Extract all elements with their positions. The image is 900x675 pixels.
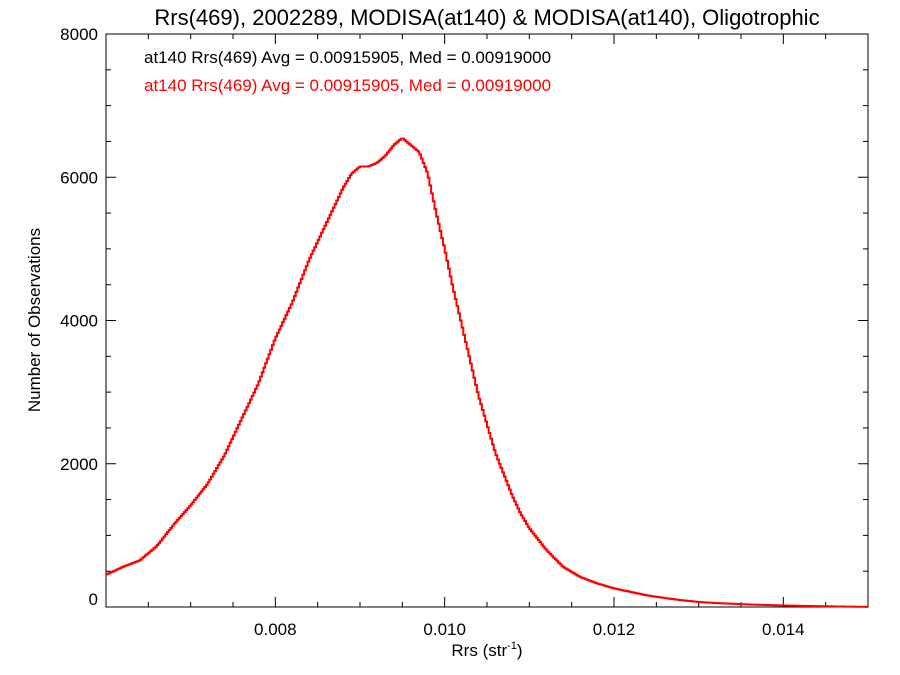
y-tick-label: 6000: [60, 168, 98, 187]
y-tick-label: 0: [89, 590, 98, 609]
y-tick-label: 8000: [60, 25, 98, 44]
x-axis-label: Rrs (str-1): [451, 640, 522, 660]
x-tick-label: 0.012: [593, 620, 636, 639]
ticks-layer: 0.008 0.010 0.012 0.014 0 2000 4000 6000 8000: [60, 25, 869, 639]
x-tick-label: 0.014: [762, 620, 805, 639]
x-tick-label: 0.008: [254, 620, 297, 639]
plot-frame: [105, 33, 869, 608]
series-line-rrs469: [106, 137, 868, 608]
chart-title: Rrs(469), 2002289, MODISA(at140) & MODIS…: [154, 5, 819, 30]
y-tick-label: 2000: [60, 455, 98, 474]
annotation-avg-med-black: at140 Rrs(469) Avg = 0.00915905, Med = 0…: [144, 48, 551, 67]
y-tick-label: 4000: [60, 312, 98, 331]
annotation-avg-med-red: at140 Rrs(469) Avg = 0.00915905, Med = 0…: [144, 76, 551, 95]
y-axis-label: Number of Observations: [25, 228, 44, 412]
x-tick-label: 0.010: [423, 620, 466, 639]
